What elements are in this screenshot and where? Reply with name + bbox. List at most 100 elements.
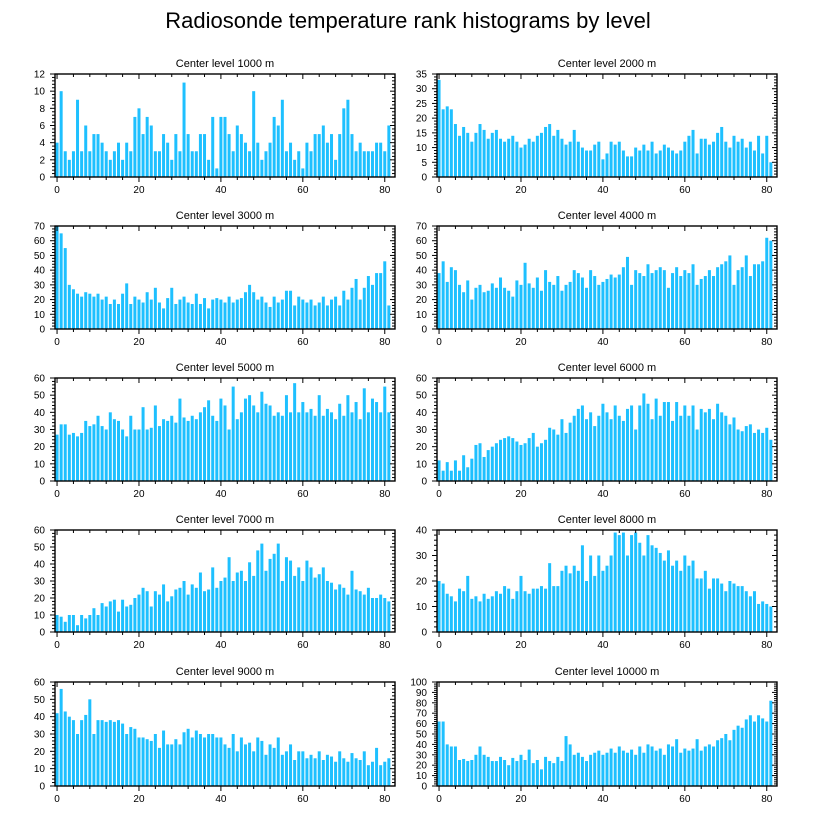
histogram-bar — [59, 91, 63, 177]
histogram-bar — [92, 424, 96, 481]
histogram-bar — [523, 591, 527, 632]
x-tick-label: 20 — [133, 185, 145, 196]
histogram-bar — [100, 720, 104, 786]
histogram-bar — [100, 603, 104, 632]
histogram-bar — [92, 296, 96, 329]
histogram-bar — [92, 734, 96, 786]
histogram-bar — [248, 395, 252, 481]
histogram-bar — [243, 744, 247, 786]
histogram-bar — [531, 432, 535, 481]
histogram-bar — [761, 601, 765, 632]
histogram-bar — [256, 550, 260, 632]
histogram-bar — [137, 594, 141, 632]
histogram-bar — [703, 412, 707, 481]
histogram-bar — [149, 740, 153, 786]
histogram-bar — [289, 142, 293, 177]
y-tick-label: 20 — [416, 442, 428, 453]
y-tick-label: 0 — [421, 325, 427, 336]
histogram-bar — [478, 124, 482, 177]
histogram-bar — [198, 134, 202, 177]
histogram-bar — [445, 462, 449, 481]
x-tick-label: 40 — [597, 489, 609, 500]
histogram-panel: Center level 10000 m0 20 40 60 8001020304050… — [410, 666, 778, 805]
histogram-bar — [379, 594, 383, 632]
y-tick-label: 50 — [34, 251, 46, 262]
histogram-bar — [740, 431, 744, 481]
histogram-bar — [585, 761, 589, 786]
histogram-bar — [642, 144, 646, 177]
histogram-bar — [55, 615, 59, 632]
y-tick-label: 5 — [421, 158, 427, 169]
histogram-bar — [321, 296, 325, 329]
histogram-bar — [166, 298, 170, 329]
y-tick-label: 40 — [416, 740, 428, 751]
histogram-bar — [507, 138, 511, 177]
x-tick-label: 20 — [515, 489, 527, 500]
x-tick-label: 80 — [379, 640, 391, 651]
y-tick-label: 30 — [416, 425, 428, 436]
histogram-bar — [654, 398, 658, 481]
histogram-bar — [494, 443, 498, 481]
x-tick-label: 80 — [761, 489, 773, 500]
histogram-bar — [720, 412, 724, 481]
histogram-bar — [695, 284, 699, 329]
histogram-bar — [507, 588, 511, 632]
y-tick-label: 20 — [416, 577, 428, 588]
histogram-bar — [638, 273, 642, 329]
histogram-bar — [441, 470, 445, 481]
histogram-bar — [379, 273, 383, 329]
histogram-bar — [675, 739, 679, 786]
plot-frame — [436, 225, 778, 330]
histogram-bar — [198, 303, 202, 329]
histogram-bar — [757, 429, 761, 481]
histogram-bar — [366, 151, 370, 177]
histogram-bar — [466, 575, 470, 632]
histogram-bar — [683, 405, 687, 481]
histogram-bar — [642, 752, 646, 786]
histogram-bar — [515, 761, 519, 786]
y-tick-label: 50 — [416, 251, 428, 262]
histogram-bar — [280, 581, 284, 632]
histogram-bar — [625, 408, 629, 481]
histogram-bar — [203, 591, 207, 632]
histogram-bar — [231, 581, 235, 632]
histogram-bar — [453, 124, 457, 177]
x-tick-label: 0 — [436, 489, 442, 500]
histogram-bar — [646, 535, 650, 632]
histogram-bar — [190, 415, 194, 481]
histogram-bar — [219, 737, 223, 786]
y-tick-label: 20 — [416, 761, 428, 772]
histogram-bar — [687, 135, 691, 177]
histogram-bar — [96, 293, 100, 329]
histogram-bar — [482, 129, 486, 177]
histogram-bar — [568, 744, 572, 786]
histogram-bar — [313, 134, 317, 177]
histogram-bar — [482, 593, 486, 632]
histogram-bar — [76, 293, 80, 329]
histogram-bar — [752, 721, 756, 786]
histogram-bar — [125, 436, 129, 481]
histogram-bar — [63, 248, 67, 329]
histogram-bar — [490, 132, 494, 177]
histogram-bar — [334, 589, 338, 632]
histogram-bar — [325, 754, 329, 786]
histogram-bar — [716, 578, 720, 632]
histogram-bar — [88, 426, 92, 481]
y-tick-label: 10 — [416, 143, 428, 154]
histogram-bar — [728, 581, 732, 632]
y-tick-label: 40 — [34, 560, 46, 571]
histogram-bar — [490, 446, 494, 481]
panel-title: Center level 5000 m — [176, 362, 274, 374]
histogram-bar — [334, 159, 338, 177]
histogram-bar — [272, 553, 276, 632]
histogram-bar — [716, 740, 720, 786]
histogram-bar — [478, 443, 482, 481]
panel-title: Center level 7000 m — [176, 514, 274, 526]
histogram-bar — [276, 125, 280, 177]
histogram-bar — [453, 601, 457, 632]
y-tick-label: 50 — [34, 695, 46, 706]
y-tick-label: 30 — [416, 750, 428, 761]
histogram-bar — [617, 274, 621, 329]
y-tick-label: 0 — [39, 325, 45, 336]
histogram-bar — [317, 134, 321, 177]
